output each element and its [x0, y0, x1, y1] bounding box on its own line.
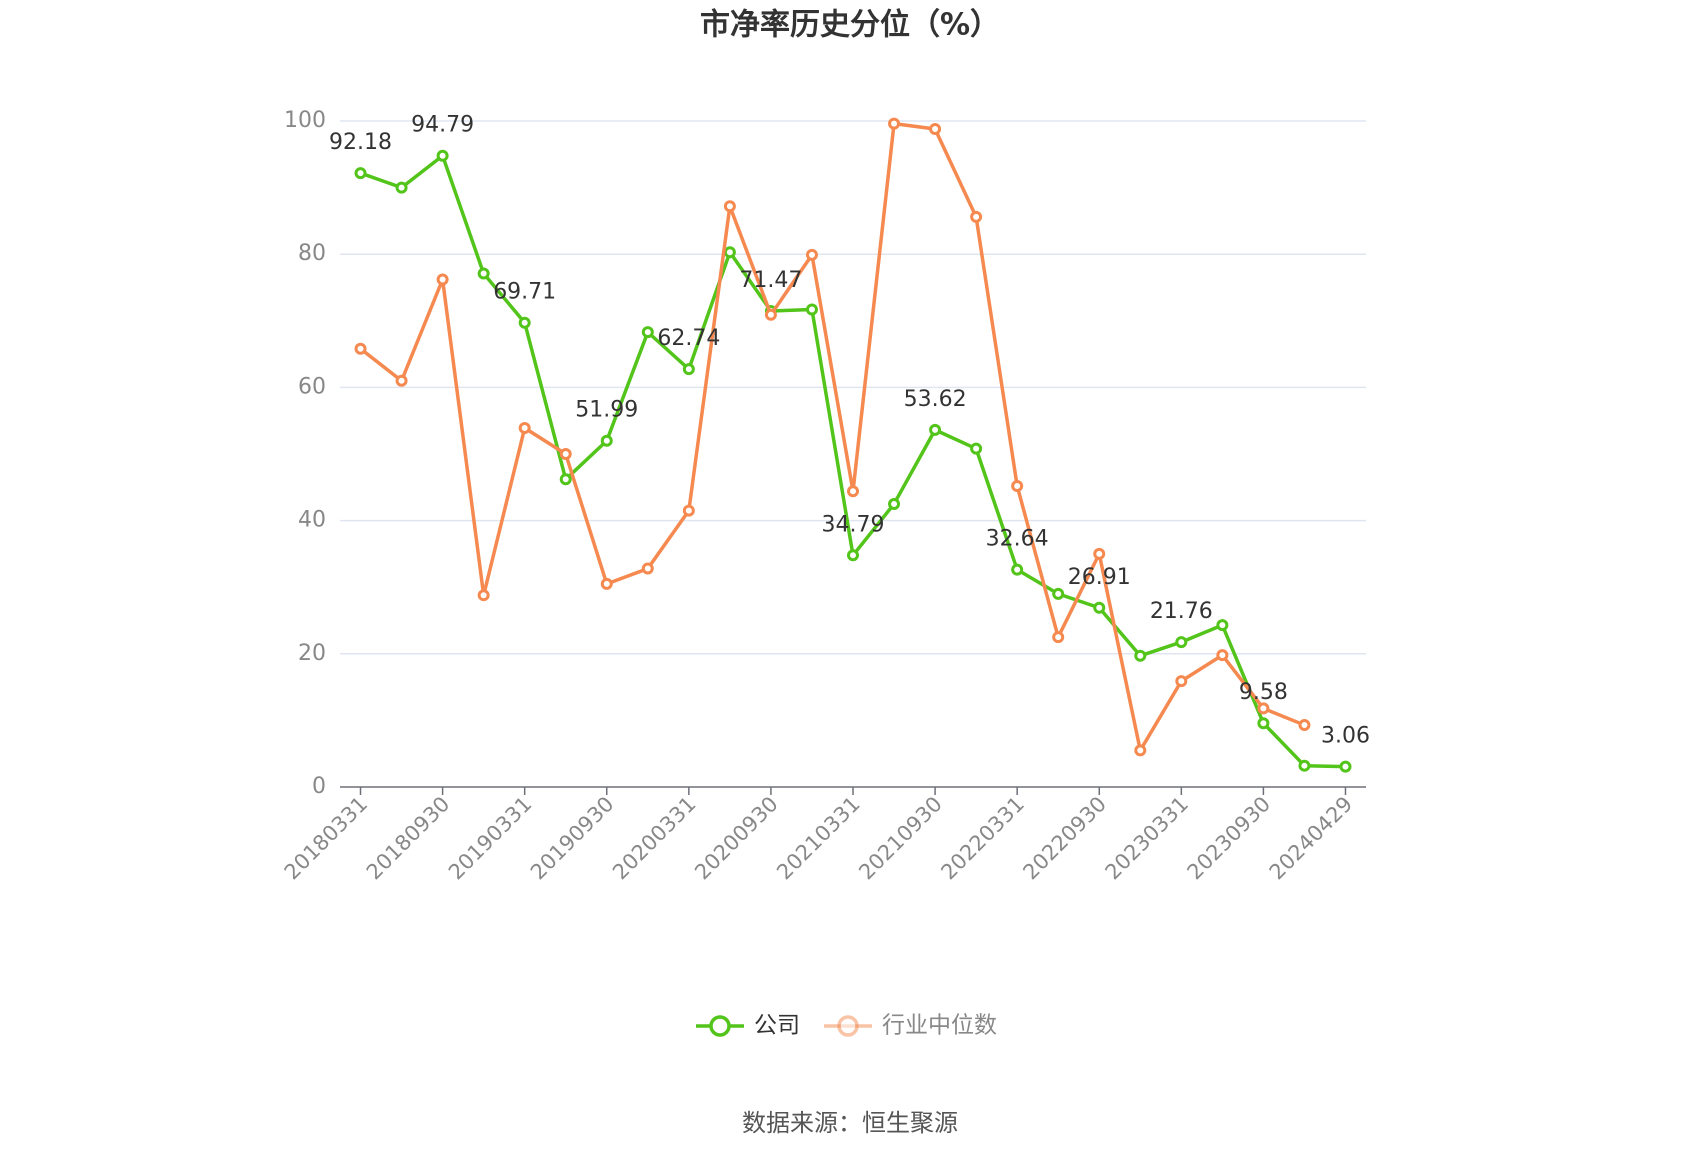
point: [1216, 619, 1229, 632]
point: [1052, 587, 1065, 600]
data-label: 21.76: [1150, 599, 1213, 624]
point: [477, 267, 490, 280]
point: [395, 181, 408, 194]
x-tick-label: 20210331: [772, 792, 865, 885]
point: [1298, 759, 1311, 772]
point: [1011, 563, 1024, 576]
point: [723, 200, 736, 213]
point: [1134, 744, 1147, 757]
y-tick-label: 20: [298, 641, 326, 666]
point: [641, 562, 654, 575]
legend: 公司 行业中位数: [696, 1013, 997, 1039]
data-label: 32.64: [986, 527, 1049, 552]
x-tick-label: 20220930: [1018, 792, 1111, 885]
x-tick-label: 20190930: [526, 792, 619, 885]
point: [970, 442, 983, 455]
y-tick-label: 60: [298, 374, 326, 399]
point: [682, 363, 695, 376]
data-label: 26.91: [1068, 565, 1131, 590]
legend-label: 公司: [754, 1013, 800, 1039]
y-tick-label: 40: [298, 508, 326, 533]
point: [559, 448, 572, 460]
point: [723, 246, 736, 259]
data-label: 51.99: [575, 398, 638, 423]
data-label: 3.06: [1321, 724, 1370, 749]
x-tick-label: 20200331: [608, 792, 701, 885]
point: [805, 303, 818, 316]
data-label: 62.74: [657, 326, 720, 351]
point: [682, 504, 695, 517]
point: [847, 549, 859, 562]
x-tick-label: 20230331: [1101, 792, 1194, 885]
x-tick-label: 20220331: [936, 792, 1029, 885]
legend-marker: [837, 1015, 859, 1037]
point: [559, 473, 572, 486]
point: [641, 326, 654, 339]
source: 数据来源：恒生聚源: [742, 1109, 958, 1137]
point: [436, 149, 449, 162]
point: [518, 422, 531, 435]
data-label: 34.79: [822, 512, 885, 537]
point: [1052, 631, 1065, 644]
point: [1339, 760, 1352, 773]
series-line: [359, 121, 1306, 753]
point: [1257, 717, 1270, 730]
point: [1257, 702, 1270, 715]
series-line: [359, 153, 1346, 769]
point: [1011, 479, 1024, 492]
point: [477, 589, 490, 602]
point: [970, 210, 983, 223]
x-tick-label: 20230930: [1183, 792, 1276, 885]
point: [1175, 636, 1188, 649]
data-label: 71.47: [739, 268, 802, 293]
point: [805, 248, 818, 261]
data-label: 9.58: [1239, 680, 1288, 705]
point: [888, 117, 901, 130]
legend-label: 行业中位数: [882, 1013, 997, 1039]
point: [1093, 547, 1106, 560]
x-tick-label: 20240429: [1265, 792, 1358, 885]
legend-marker: [709, 1015, 731, 1037]
point: [1134, 649, 1147, 662]
point: [1093, 601, 1106, 614]
x-tick-label: 20180331: [280, 792, 373, 885]
x-tick-label: 20210930: [854, 792, 947, 885]
point: [518, 316, 531, 329]
data-label: 92.18: [329, 130, 392, 155]
point: [600, 434, 613, 447]
point: [929, 423, 942, 436]
data-label: 53.62: [904, 387, 967, 412]
x-tick-label: 20200930: [690, 792, 783, 885]
point: [600, 577, 613, 590]
point: [929, 122, 942, 135]
y-tick-label: 0: [312, 774, 326, 799]
point: [354, 342, 367, 355]
point: [354, 167, 367, 180]
chart-title: 市净率历史分位（%）: [700, 8, 1000, 43]
point: [888, 497, 901, 510]
x-tick-label: 20190331: [444, 792, 537, 885]
y-tick-label: 100: [284, 108, 326, 133]
point: [436, 273, 449, 286]
point: [1175, 675, 1188, 688]
point: [764, 308, 777, 321]
point: [1216, 649, 1229, 662]
data-label: 94.79: [411, 113, 474, 138]
point: [1298, 719, 1311, 732]
y-tick-label: 80: [298, 241, 326, 266]
data-label: 69.71: [493, 280, 556, 305]
x-tick-label: 20180930: [362, 792, 455, 885]
point: [395, 374, 408, 387]
point: [847, 485, 859, 498]
